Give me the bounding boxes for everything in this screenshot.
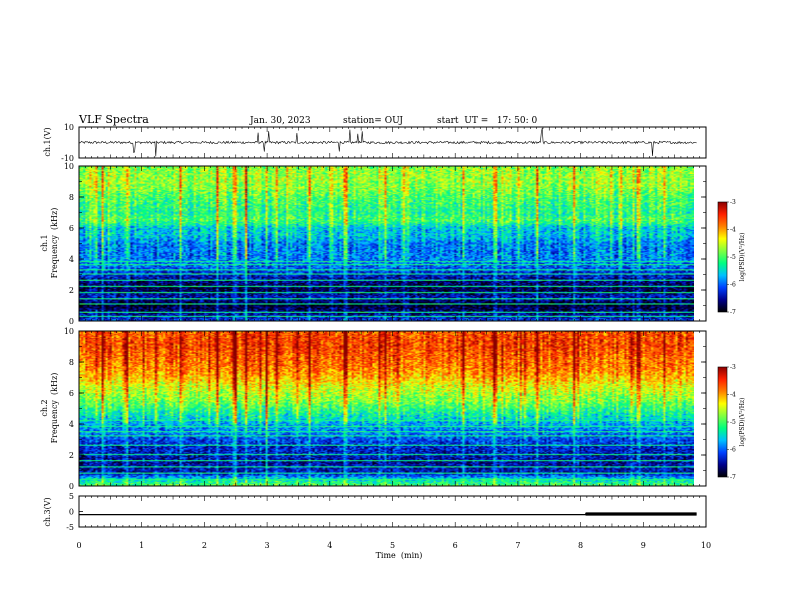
ch3-ytick-label: -5: [66, 523, 74, 532]
colorbar-label: log(PSD)(V²/Hz): [739, 398, 746, 447]
ch1-spec-ylabel: ch.1: [40, 234, 49, 251]
x-tick-label: 2: [202, 541, 207, 550]
colorbar-tick-label: -6: [730, 282, 736, 289]
ch1-wave-ytick-bottom: -10: [61, 154, 74, 163]
colorbar-tick-label: -3: [730, 199, 736, 206]
x-tick-label: 6: [453, 541, 458, 550]
colorbar-tick-label: -4: [730, 392, 736, 399]
ch2-spec-ylabel-freq: Frequency (kHz): [50, 373, 59, 444]
header-start-time: start UT = 17: 50: 0: [437, 116, 538, 126]
ch1-waveform-panel: 10 -10 ch.1(V): [43, 123, 707, 163]
x-tick-label: 10: [701, 541, 711, 550]
ch2-spectrogram-panel: 0 2 4 6 8 10 ch.2 Frequency (kHz): [40, 327, 707, 491]
header-date: Jan. 30, 2023: [249, 116, 311, 126]
colorbar-tick-label: -3: [730, 364, 736, 371]
x-tick-label: 7: [515, 541, 520, 550]
ch3-level-panel: 5 0 -5 ch.3(V): [43, 492, 707, 532]
spec-ytick-label: 0: [69, 482, 74, 491]
spec-ytick-label: 4: [69, 255, 74, 264]
ch1-spec-ylabel-freq: Frequency (kHz): [50, 208, 59, 279]
spec-ytick-label: 0: [69, 317, 74, 326]
header-station: station= OUJ: [343, 116, 403, 126]
spec-ytick-label: 8: [69, 193, 74, 202]
ch2-spec-ylabel: ch.2: [40, 399, 49, 416]
ch1-spec-yticks: 0 2 4 6 8 10: [64, 162, 706, 326]
ch2-spectrogram-image: [79, 331, 694, 486]
spec-ytick-label: 6: [69, 389, 74, 398]
colorbar-bar: [717, 201, 728, 313]
spec-ytick-label: 10: [64, 162, 74, 171]
x-tick-label: 9: [641, 541, 646, 550]
colorbar-tick-label: -4: [730, 227, 736, 234]
ch2-spec-yticks: 0 2 4 6 8 10: [64, 327, 706, 491]
ch1-waveform-line: [78, 128, 697, 157]
colorbar-tick-label: -7: [730, 309, 736, 316]
x-tick-label: 8: [578, 541, 583, 550]
colorbar-tick-label: -5: [730, 419, 736, 426]
ch1-wave-ylabel: ch.1(V): [43, 127, 52, 156]
ch2-colorbar: -3 -4 -5 -6 -7 log(PSD)(V²/Hz): [717, 364, 746, 481]
ch3-yticks: 5 0 -5: [66, 492, 83, 532]
x-axis-ticks: 0 1 2 3 4 5 6 7 8 9 10: [76, 127, 711, 550]
spec-ytick-label: 6: [69, 224, 74, 233]
spec-ytick-label: 4: [69, 420, 74, 429]
ch1-wave-ytick-top: 10: [64, 123, 74, 132]
ch3-ytick-label: 0: [69, 508, 74, 517]
spec-ytick-label: 10: [64, 327, 74, 336]
x-tick-label: 0: [76, 541, 81, 550]
spec-ytick-label: 2: [69, 286, 74, 295]
ch1-spectrogram-panel: 0 2 4 6 8 10 ch.1 Frequency (kHz): [40, 162, 707, 326]
x-tick-label: 5: [390, 541, 395, 550]
spec-ytick-label: 2: [69, 451, 74, 460]
x-tick-label: 4: [327, 541, 332, 550]
ch1-colorbar: -3 -4 -5 -6 -7 log(PSD)(V²/Hz): [717, 199, 746, 316]
x-axis-label: Time (min): [376, 551, 423, 560]
ch1-spectrogram-image: [79, 166, 694, 321]
colorbar-bar: [717, 366, 728, 478]
colorbar-tick-label: -5: [730, 254, 736, 261]
colorbar-label: log(PSD)(V²/Hz): [739, 233, 746, 282]
ch3-ytick-label: 5: [69, 492, 74, 501]
colorbar-tick-label: -7: [730, 474, 736, 481]
x-tick-label: 1: [139, 541, 144, 550]
figure-title: VLF Spectra: [78, 113, 149, 126]
spec-ytick-label: 8: [69, 358, 74, 367]
colorbar-tick-label: -6: [730, 447, 736, 454]
ch3-ylabel: ch.3(V): [43, 497, 52, 526]
ch3-level-frame: [78, 495, 707, 528]
x-tick-label: 3: [265, 541, 270, 550]
